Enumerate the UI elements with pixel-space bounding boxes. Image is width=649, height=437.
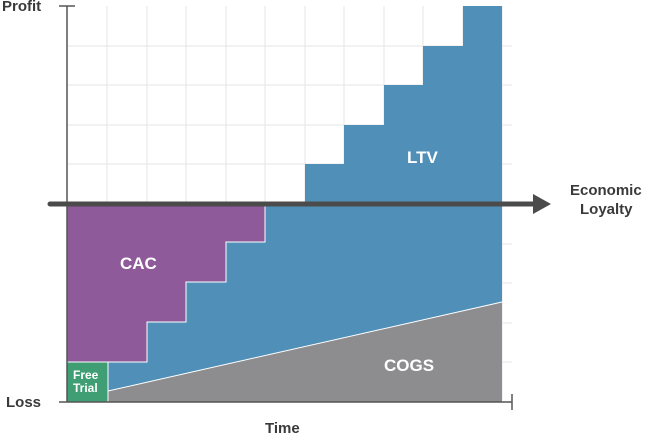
cac-region [66, 203, 266, 363]
free-trial-label-line1: Free [73, 368, 99, 382]
y-axis-bottom-label: Loss [6, 394, 42, 411]
economic-loyalty-arrowhead-icon [533, 194, 551, 214]
ltv-label: LTV [407, 148, 438, 167]
x-axis-label: Time [265, 420, 300, 437]
cogs-edge-line [107, 301, 503, 392]
cac-label: CAC [120, 254, 157, 273]
free-trial-label-line2: Trial [73, 381, 98, 395]
free-trial-box [66, 361, 109, 403]
y-axis-top-label: Profit [2, 0, 42, 15]
arrow-label-loyalty: Loyalty [580, 201, 633, 218]
cogs-region [108, 302, 502, 402]
cogs-label: COGS [384, 356, 435, 375]
arrow-label-economic: Economic [570, 182, 642, 199]
